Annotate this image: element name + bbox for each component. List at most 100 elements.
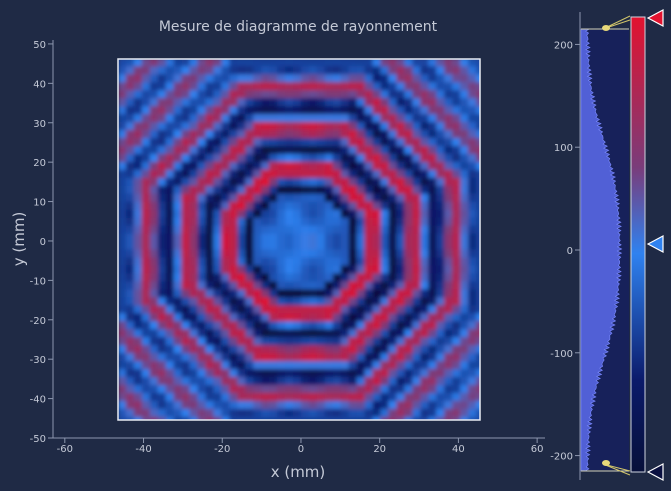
heatmap-cell — [420, 360, 429, 370]
heatmap-cell — [364, 153, 374, 162]
heatmap-cell — [420, 225, 429, 234]
heatmap-cell — [468, 304, 477, 314]
heatmap-cell — [308, 416, 318, 420]
heatmap-cell — [308, 240, 318, 250]
heatmap-cell — [245, 256, 254, 266]
heatmap-cell — [285, 161, 294, 170]
heatmap-cell — [428, 240, 437, 250]
heatmap-cell — [412, 312, 421, 322]
heatmap-cell — [396, 73, 406, 83]
heatmap-cell — [285, 376, 294, 385]
heatmap-cell — [237, 384, 246, 393]
heatmap-cell — [141, 225, 151, 234]
heatmap-cell — [308, 97, 318, 107]
heatmap-cell — [412, 121, 421, 131]
heatmap-cell — [285, 121, 294, 131]
heatmap-cell — [285, 169, 294, 178]
heatmap-cell — [237, 256, 246, 266]
colorbar-max-marker[interactable] — [646, 9, 664, 27]
heatmap-cell — [420, 153, 429, 162]
heatmap-cell — [229, 256, 238, 266]
heatmap-cell — [372, 376, 382, 385]
lower-range-handle[interactable] — [602, 460, 610, 466]
heatmap-cell — [324, 264, 334, 274]
heatmap-cell — [420, 73, 429, 83]
heatmap-cell — [388, 185, 398, 194]
heatmap-cell — [412, 97, 421, 107]
heatmap-cell — [364, 65, 374, 75]
heatmap-cell — [133, 296, 143, 306]
heatmap-cell — [340, 400, 350, 409]
heatmap-cell — [181, 59, 191, 67]
heatmap-cell — [460, 113, 469, 123]
heatmap-cell — [229, 288, 238, 298]
heatmap-cell — [316, 169, 326, 178]
heatmap-cell — [165, 288, 175, 298]
heatmap-cell — [141, 264, 151, 274]
heatmap-cell — [221, 272, 230, 282]
heatmap-cell — [157, 153, 167, 162]
heatmap-cell — [420, 177, 429, 186]
heatmap-cell — [324, 225, 334, 234]
heatmap-cell — [468, 217, 477, 226]
heatmap-cell — [189, 129, 199, 139]
heatmap-cell — [165, 177, 175, 186]
heatmap-cell — [428, 97, 437, 107]
heatmap-cell — [396, 225, 406, 234]
heatmap-cell — [133, 233, 143, 242]
heatmap-cell — [476, 400, 480, 409]
heatmap-cell — [149, 248, 159, 258]
heatmap-cell — [460, 320, 469, 330]
heatmap-cell — [125, 59, 135, 67]
heatmap-cell — [428, 81, 437, 91]
heatmap-cell — [261, 137, 270, 146]
heatmap-cell — [197, 336, 207, 346]
heatmap-cell — [300, 416, 310, 420]
heatmap-cell — [197, 59, 207, 67]
heatmap-cell — [348, 113, 358, 123]
heatmap-cell — [452, 256, 461, 266]
heatmap-cell — [324, 376, 334, 385]
heatmap-cell — [332, 201, 342, 210]
heatmap-cell — [125, 328, 135, 338]
heatmap-cell — [197, 185, 207, 194]
colorbar-min-marker[interactable] — [646, 463, 664, 481]
heatmap-cell — [340, 368, 350, 378]
heatmap-cell — [189, 233, 199, 242]
heatmap-cell — [165, 384, 175, 393]
heatmap-cell — [348, 177, 358, 186]
heatmap-cell — [157, 264, 167, 274]
heatmap-cell — [396, 240, 406, 250]
heatmap-cell — [340, 272, 350, 282]
heatmap-cell — [340, 288, 350, 298]
heatmap-cell — [412, 225, 421, 234]
heatmap-cell — [452, 137, 461, 146]
heatmap-cell — [364, 161, 374, 170]
heatmap-cell — [476, 416, 480, 420]
heatmap-cell — [412, 129, 421, 139]
heatmap-cell — [125, 97, 135, 107]
heatmap-cell — [173, 217, 183, 226]
heatmap-cell — [316, 225, 326, 234]
heatmap-cell — [316, 129, 326, 139]
heatmap-cell — [253, 328, 262, 338]
heatmap-cell — [300, 217, 310, 226]
heatmap-cell — [404, 161, 413, 170]
heatmap-cell — [444, 280, 453, 290]
heatmap-cell — [420, 376, 429, 385]
heatmap-cell — [277, 392, 286, 401]
heatmap-cell — [189, 240, 199, 250]
heatmap-cell — [141, 360, 151, 370]
colorbar-center-marker[interactable] — [646, 235, 664, 253]
heatmap-cell — [468, 400, 477, 409]
heatmap-cell — [221, 328, 230, 338]
heatmap-cell — [468, 137, 477, 146]
heatmap-cell — [340, 137, 350, 146]
heatmap-cell — [412, 384, 421, 393]
heatmap-cell — [460, 336, 469, 346]
heatmap-cell — [181, 65, 191, 75]
upper-range-handle[interactable] — [602, 25, 610, 31]
heatmap-cell — [444, 376, 453, 385]
